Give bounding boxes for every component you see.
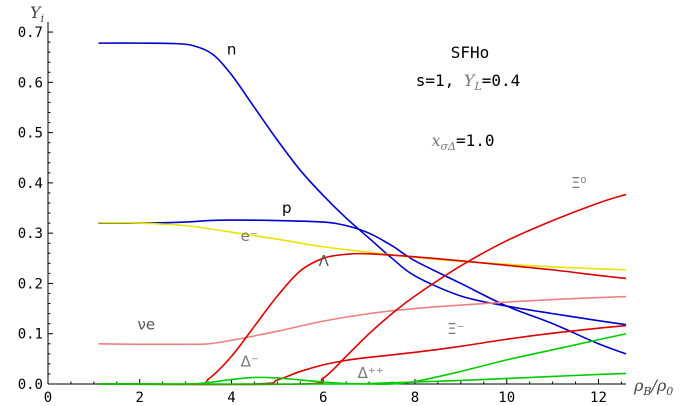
curve-label-2: e⁻	[241, 227, 258, 245]
series-line-6	[98, 324, 627, 386]
x-tick-label: 0	[44, 390, 52, 406]
axes: 0 2 4 6 8 10 12 0.0 0.1 0.2 0.3 0.4 0.5 0.6 0.7	[18, 22, 626, 406]
x-tick-label: 6	[319, 390, 327, 406]
curve-label-6: νe	[137, 316, 155, 334]
y-tick-label: 0.1	[18, 327, 43, 343]
y-tick-label: 0.3	[18, 226, 43, 242]
y-tick-label: 0.0	[18, 377, 43, 393]
y-tick-label: 0.6	[18, 75, 43, 91]
annotation-eos: SFHo	[451, 43, 490, 62]
curve-label-5: Ξ⁻	[447, 320, 464, 338]
x-tick-label: 10	[498, 390, 515, 406]
x-tick-label: 8	[411, 390, 419, 406]
curve-label-4: Ξ⁰	[571, 174, 587, 192]
x-axis-label: ρB/ρ0	[633, 376, 673, 398]
x-tick-label: 12	[590, 390, 607, 406]
curve-label-0: n	[227, 41, 237, 59]
curve-label-8: Δ⁺⁺	[358, 364, 384, 382]
x-tick-label: 4	[227, 390, 235, 406]
y-tick-label: 0.5	[18, 126, 43, 142]
x-tick-label: 2	[136, 390, 144, 406]
curve-label-3: Λ	[319, 252, 330, 270]
series-line-4	[98, 252, 627, 386]
y-tick-label: 0.2	[18, 276, 43, 292]
series-line-3	[98, 295, 627, 346]
series-line-2	[98, 221, 627, 271]
curves	[98, 42, 627, 386]
series-line-0	[98, 42, 627, 326]
curve-label-7: Δ⁻	[241, 352, 259, 370]
series-line-1	[98, 219, 627, 355]
curve-label-1: p	[282, 199, 292, 217]
annotation-coupling: xσΔ=1.0	[431, 131, 494, 153]
annotation-params: s=1, YL=0.4	[416, 71, 521, 93]
y-tick-label: 0.4	[18, 176, 43, 192]
curve-labels: n p e⁻ Λ Ξ⁰ Ξ⁻ νe Δ⁻ Δ⁺⁺	[137, 41, 586, 382]
y-tick-label: 0.7	[18, 25, 43, 41]
y-axis-label: Yi	[30, 3, 44, 25]
series-line-8	[98, 372, 627, 385]
